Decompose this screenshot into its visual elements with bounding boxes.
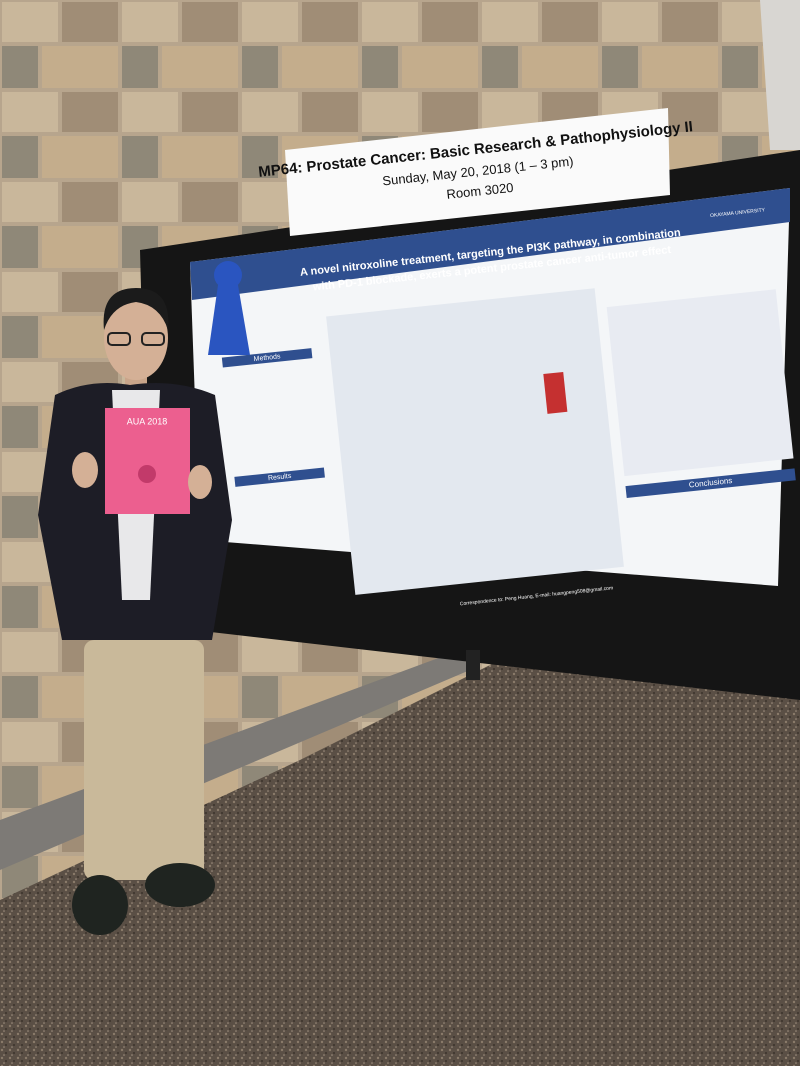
glasses — [107, 332, 131, 346]
ribbon — [208, 285, 250, 355]
shoe — [72, 875, 128, 935]
certificate — [105, 408, 190, 514]
hand — [72, 452, 98, 488]
poster-header — [190, 188, 790, 300]
board-leg — [466, 650, 480, 680]
hand — [188, 465, 212, 499]
section-heading: Methods — [253, 353, 281, 363]
pillar — [760, 0, 800, 150]
sign-room: Room 3020 — [446, 180, 514, 202]
section-bar — [234, 467, 325, 487]
glasses — [141, 332, 165, 346]
face — [104, 296, 168, 380]
section-bar — [625, 468, 796, 499]
shoe — [145, 863, 215, 907]
figure-bar — [543, 371, 568, 414]
certificate-seal — [138, 465, 156, 483]
section-heading: Results — [268, 473, 292, 482]
figures — [606, 289, 794, 477]
ribbon — [214, 261, 242, 289]
hair — [103, 288, 169, 330]
figures — [326, 288, 624, 595]
section-bar — [221, 348, 313, 368]
trousers — [84, 640, 204, 880]
session-sign — [285, 108, 670, 236]
poster-logo: OKAYAMA UNIVERSITY — [710, 207, 766, 219]
person: AUA 2018 — [38, 288, 232, 935]
floor — [0, 640, 800, 1066]
certificate-title: AUA 2018 — [127, 416, 168, 426]
